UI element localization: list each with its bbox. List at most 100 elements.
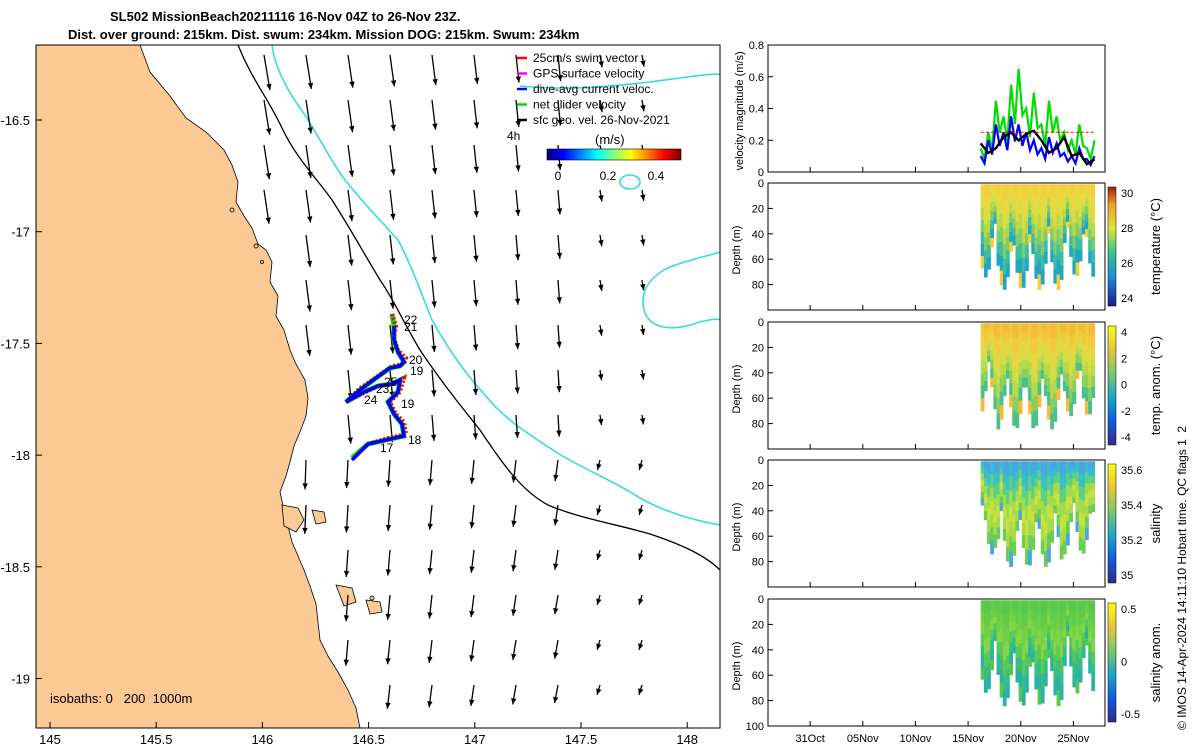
section-cell (1021, 522, 1026, 536)
section-cell (1037, 490, 1042, 501)
section-cell (996, 516, 1001, 529)
section-cell (996, 653, 1001, 665)
section-cell (1002, 214, 1007, 230)
velocity-arrow (427, 549, 433, 575)
section-cell (1031, 486, 1036, 500)
section-cell (1021, 660, 1026, 676)
velocity-arrow (556, 189, 563, 215)
section-cell (1056, 675, 1061, 691)
section-cell (993, 189, 998, 196)
section-cell (1012, 236, 1017, 246)
section-cell (1028, 217, 1032, 227)
section-cell (1037, 199, 1042, 215)
section-cell (1059, 323, 1064, 332)
section-cell (1018, 614, 1023, 630)
section-cell (1047, 226, 1051, 234)
section-cell (1043, 600, 1048, 614)
section-cell (1009, 323, 1013, 336)
section-cell (1043, 333, 1048, 345)
section-cell (1009, 610, 1013, 623)
section-cell (1002, 495, 1007, 507)
section-cell (1012, 396, 1017, 412)
section-cell (1085, 461, 1089, 474)
velocity-arrow (431, 324, 437, 353)
section-cell (1053, 379, 1058, 394)
velocity-arrow (347, 99, 355, 133)
section-cell (1088, 461, 1092, 470)
section-cell (1009, 642, 1013, 654)
section-cell (1072, 490, 1077, 498)
section-cell (987, 184, 991, 197)
y-tick-label: 20 (752, 619, 764, 631)
section-cell (1028, 234, 1032, 244)
section-cell (1018, 400, 1023, 415)
section-cell (999, 669, 1004, 684)
section-cell (990, 211, 994, 221)
section-cell (1078, 356, 1083, 365)
section-cell (980, 232, 985, 245)
section-cell (1072, 600, 1077, 614)
section-cell (987, 257, 991, 270)
section-cell (1028, 476, 1032, 492)
series-line (979, 129, 1096, 166)
y-tick-label: 40 (752, 368, 764, 380)
section-cell (1025, 613, 1029, 628)
section-cell (1066, 625, 1070, 632)
section-cell (1025, 505, 1029, 521)
section-cell (1050, 461, 1054, 474)
section-cell (1015, 196, 1020, 210)
section-cell (993, 611, 998, 619)
section-cell (1047, 364, 1051, 379)
section-cell (980, 360, 985, 374)
section-cell (1018, 477, 1023, 487)
section-cell (1085, 229, 1089, 238)
section-cell (1062, 656, 1067, 667)
colorbar-tick-label: 0 (1121, 657, 1127, 669)
velocity-arrow (514, 324, 521, 350)
velocity-arrow (598, 279, 604, 292)
section-cell (1031, 223, 1036, 235)
section-cell (1043, 251, 1048, 264)
section-cell (1025, 639, 1029, 654)
velocity-arrow (431, 189, 438, 219)
section-cell (1050, 383, 1054, 400)
colorbar-tick-label: -4 (1121, 432, 1131, 444)
section-cell (1078, 238, 1083, 251)
section-cell (1075, 210, 1080, 224)
section-cell (999, 503, 1004, 512)
section-cell (1002, 483, 1007, 496)
section-cell (1002, 600, 1007, 616)
section-cell (1015, 623, 1020, 636)
section-cell (1072, 649, 1077, 663)
section-cell (980, 373, 985, 387)
section-cell (1028, 209, 1032, 219)
section-cell (990, 639, 994, 651)
section-cell (1088, 621, 1092, 633)
section-cell (1081, 526, 1086, 541)
section-cell (1047, 504, 1051, 520)
section-cell (1066, 605, 1070, 612)
y-tick-label: 0 (758, 167, 764, 179)
y-tick-label: 40 (752, 229, 764, 241)
section-cell (1047, 616, 1051, 626)
section-cell (1009, 521, 1013, 537)
panel-5: 0 20 40 60 80 100 Depth (m) 0.5 0 -0.5 salinity an… (731, 594, 1163, 733)
section-cell (1040, 487, 1045, 502)
velocity-arrow (638, 594, 644, 606)
section-cell (1021, 257, 1026, 274)
colorbar-tick-label: 0.2 (600, 169, 617, 183)
section-cell (1028, 323, 1032, 337)
time-tick-label: 05Nov (847, 733, 879, 745)
section-cell (1037, 383, 1042, 396)
section-cell (1072, 496, 1077, 504)
section-cell (1072, 467, 1077, 474)
section-cell (1040, 514, 1045, 528)
section-cell (1043, 673, 1048, 687)
section-cell (999, 496, 1004, 504)
map-y-tick-label: -17 (11, 225, 30, 240)
section-cell (1034, 211, 1039, 226)
section-cell (1069, 194, 1073, 206)
section-cell (1072, 334, 1077, 347)
section-cell (1088, 229, 1092, 241)
